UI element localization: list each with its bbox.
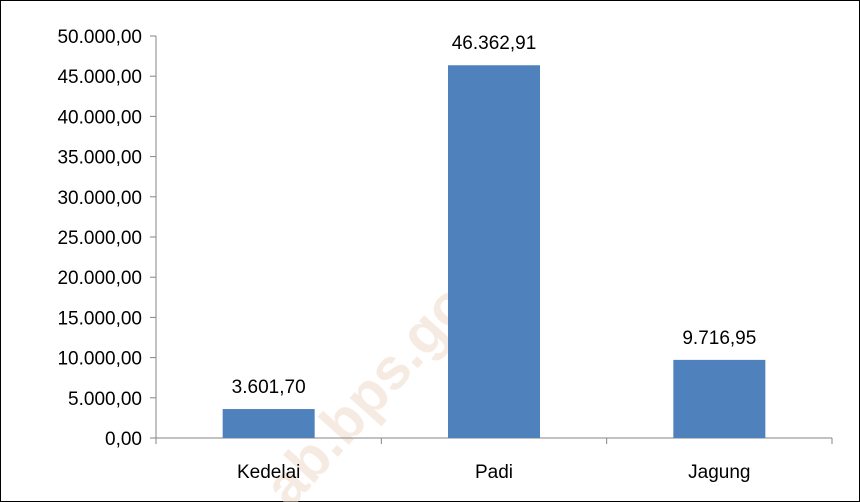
y-tick-label: 5.000,00	[68, 389, 142, 410]
y-tick-label: 20.000,00	[57, 268, 142, 289]
bar	[448, 65, 540, 439]
y-tick-label: 10.000,00	[57, 349, 142, 370]
bars	[222, 65, 766, 439]
data-label: 3.601,70	[232, 377, 306, 398]
y-tick-label: 15.000,00	[57, 308, 142, 329]
data-label: 9.716,95	[682, 328, 756, 349]
data-label: 46.362,91	[452, 33, 537, 54]
y-tick-label: 30.000,00	[57, 188, 142, 209]
labels: 3.601,70 Kedelai 46.362,91 Padi 9.716,95 Jagu…	[232, 33, 757, 483]
x-tick-label: Kedelai	[237, 462, 300, 483]
y-tick-label: 50.000,00	[57, 27, 142, 48]
y-tick-label: 35.000,00	[57, 148, 142, 169]
axes: 0,00 5.000,00 10.000,00 15.000,00 20.000,00 2…	[57, 27, 833, 450]
y-tick-label: 45.000,00	[57, 67, 142, 88]
y-tick-label: 0,00	[105, 429, 142, 450]
bar	[222, 409, 315, 438]
y-tick-label: 40.000,00	[57, 107, 142, 128]
y-tick-label: 25.000,00	[57, 228, 142, 249]
x-tick-label: Jagung	[688, 462, 750, 483]
bar	[673, 359, 766, 438]
x-tick-label: Padi	[475, 462, 513, 483]
